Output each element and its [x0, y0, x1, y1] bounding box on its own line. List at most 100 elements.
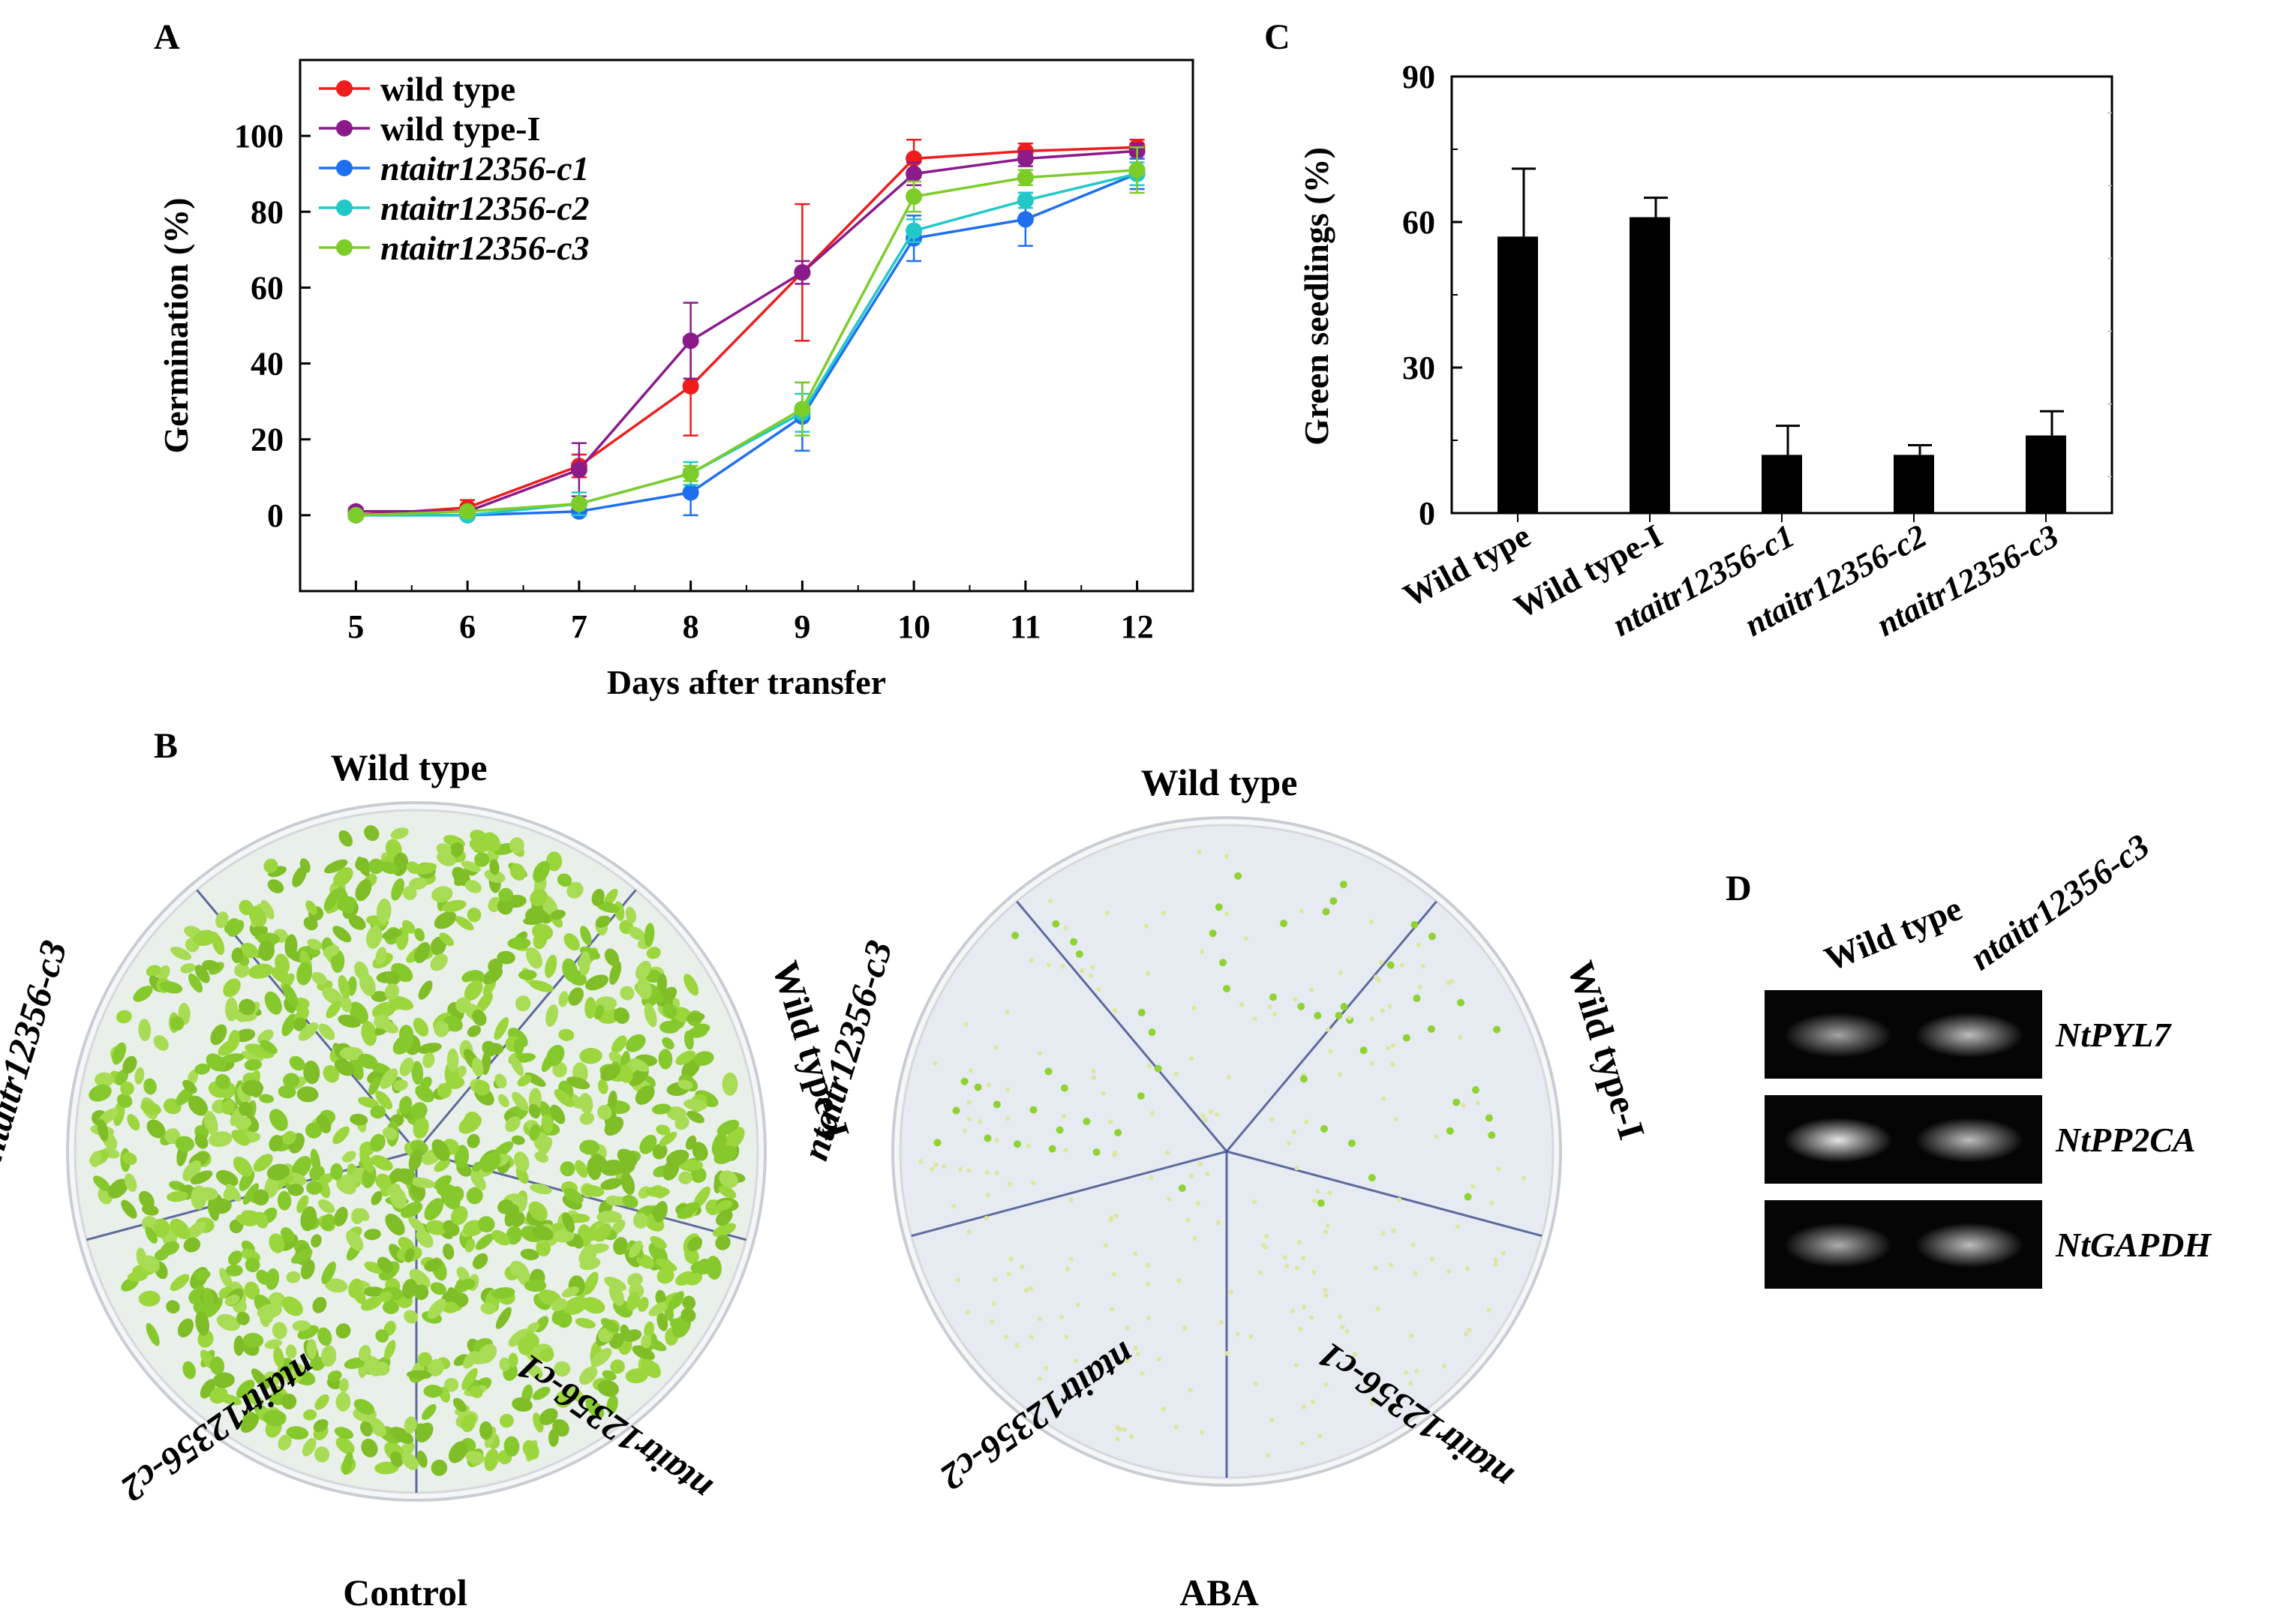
seed: [1173, 1071, 1179, 1076]
seedling: [454, 872, 470, 887]
seedling: [692, 1023, 710, 1034]
seedling: [402, 886, 417, 900]
seed: [1061, 1114, 1067, 1119]
seedling: [348, 915, 366, 930]
seed: [1337, 1072, 1343, 1077]
seed: [1449, 978, 1455, 984]
gel-band-0-0: [1784, 1013, 1892, 1058]
seedling: [374, 1461, 399, 1475]
seed: [1215, 1112, 1220, 1117]
seedling: [712, 1223, 737, 1237]
seedling: [212, 1372, 235, 1388]
seedling: [413, 1017, 429, 1037]
seedling: [314, 1394, 329, 1410]
seedling: [593, 1004, 605, 1019]
seedling: [321, 1214, 335, 1231]
seedling: [234, 1116, 252, 1130]
seedling: [310, 1356, 326, 1371]
seedling: [391, 878, 404, 901]
seedling: [209, 1386, 228, 1404]
legend-label-wild_type_I: wild type-I: [380, 110, 540, 148]
bar-1: [1630, 217, 1670, 513]
seedling: [323, 888, 341, 911]
seedling: [292, 1320, 311, 1331]
seed: [1369, 1061, 1374, 1067]
seed: [1359, 1046, 1368, 1055]
seed: [930, 1166, 935, 1172]
seedling: [497, 899, 513, 915]
seedling: [484, 1448, 499, 1472]
seed: [1396, 1197, 1402, 1202]
seedling: [600, 1064, 621, 1082]
seed: [1101, 1091, 1106, 1096]
seedling: [423, 1385, 443, 1398]
seed: [1125, 1358, 1130, 1364]
seedling: [282, 983, 299, 1007]
panel-a-x-tick-label: 11: [1010, 608, 1041, 645]
panel-a-y-axis-title: Germination (%): [157, 197, 195, 453]
seed: [1323, 1293, 1329, 1298]
seedling: [194, 965, 210, 983]
seed: [1137, 1008, 1146, 1016]
seedling: [563, 1187, 584, 1203]
seedling: [200, 1379, 216, 1399]
seedling: [580, 926, 592, 946]
seedling: [133, 986, 153, 1002]
seedling: [587, 1157, 602, 1181]
seed: [1389, 1404, 1395, 1410]
legend-label-c1: ntaitr12356-c1: [380, 149, 590, 188]
seedling: [515, 995, 531, 1012]
gel-column-header-0: Wild type: [1819, 889, 1967, 978]
seedling: [498, 887, 514, 902]
plate-caption: Control: [343, 1571, 467, 1613]
seed: [1420, 963, 1425, 969]
seed: [1414, 1368, 1419, 1373]
seedling: [610, 1359, 625, 1374]
seedling: [644, 1321, 654, 1339]
seed: [1376, 977, 1381, 983]
seedling: [648, 1301, 669, 1316]
seed: [1299, 1075, 1308, 1083]
seedling: [618, 1064, 633, 1083]
legend-swatch-marker: [336, 200, 353, 216]
seed: [1143, 923, 1149, 929]
seedling: [475, 1233, 494, 1250]
seedling: [321, 1345, 337, 1367]
seed: [1380, 1096, 1386, 1101]
seedling: [414, 941, 431, 964]
seedling: [303, 1060, 320, 1085]
seedling: [609, 1332, 624, 1349]
seed: [974, 1083, 982, 1091]
seedling: [338, 1378, 349, 1393]
seedling: [415, 1085, 434, 1103]
seed: [1140, 1371, 1145, 1376]
seedling: [311, 1234, 322, 1248]
seedling: [266, 1163, 290, 1181]
seedling: [161, 1241, 180, 1256]
seedling: [384, 983, 400, 1001]
seedling: [446, 1048, 459, 1073]
seedling: [436, 843, 452, 856]
panel-c-y-tick-label: 60: [1402, 204, 1435, 241]
seed: [1337, 1314, 1343, 1319]
seedling: [450, 1205, 468, 1226]
seedling: [645, 1186, 670, 1197]
sector-line: [1225, 900, 1437, 1152]
seed: [1060, 1084, 1068, 1092]
seedling: [686, 1013, 705, 1022]
seedling: [449, 842, 464, 858]
seedling: [470, 1171, 486, 1190]
seedling: [611, 1219, 626, 1235]
seed: [1146, 1262, 1151, 1268]
seed: [1200, 949, 1205, 955]
seedling: [597, 1079, 608, 1094]
seed: [984, 1134, 992, 1142]
seedling: [323, 944, 340, 958]
seedling: [121, 1199, 137, 1219]
seed: [1205, 1171, 1210, 1177]
seed: [984, 1169, 990, 1175]
seedling: [205, 1297, 223, 1318]
seedling: [267, 879, 284, 893]
seed: [918, 1159, 924, 1164]
seedling: [153, 1034, 169, 1051]
